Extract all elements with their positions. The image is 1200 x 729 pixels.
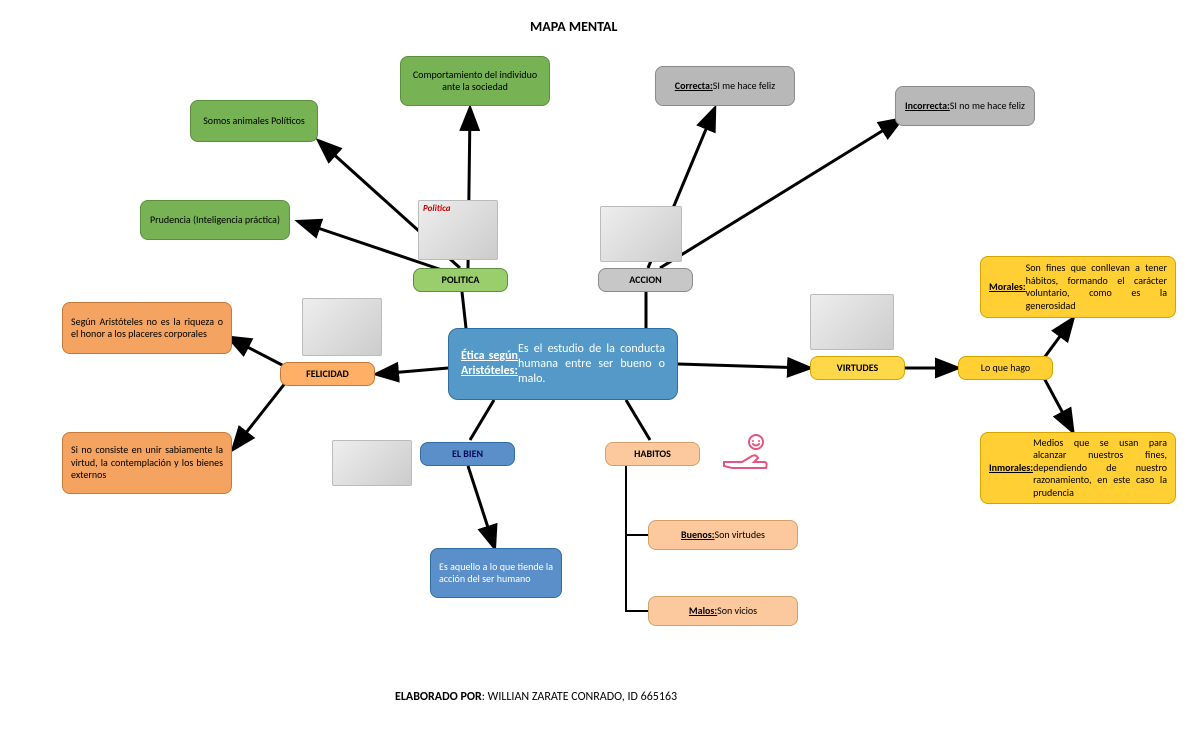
node-politica: POLITICA	[413, 268, 508, 292]
node-virtudes: VIRTUDES	[810, 356, 905, 380]
clipart-img-politica: Politica	[418, 200, 498, 260]
footer-text: : WILLIAN ZARATE CONRADO, ID 665163	[482, 690, 677, 704]
node-segun: Según Aristóteles no es la riqueza o el …	[62, 302, 232, 354]
page-footer: ELABORADO POR: WILLIAN ZARATE CONRADO, I…	[395, 690, 677, 704]
clipart-img-virtudes	[810, 294, 894, 350]
node-accion: ACCION	[598, 268, 693, 292]
node-loquehago: Lo que hago	[958, 356, 1053, 380]
node-elbien: EL BIEN	[420, 442, 515, 466]
node-inmorales: Inmorales: Medios que se usan para alcan…	[980, 432, 1176, 504]
clipart-img-felicidad	[302, 298, 382, 356]
node-buenos: Buenos: Son virtudes	[648, 520, 798, 550]
node-main: Ética según Aristóteles: Es el estudio d…	[448, 328, 678, 400]
node-somos: Somos animales Políticos	[190, 100, 318, 142]
node-incorrecta: Incorrecta: SI no me hace feliz	[895, 86, 1035, 126]
node-prudencia: Prudencia (Inteligencia práctica)	[140, 200, 290, 240]
node-elbien2: Es aquello a lo que tiende la acción del…	[430, 548, 562, 598]
footer-prefix: ELABORADO POR	[395, 690, 482, 704]
node-comport: Comportamiento del individuo ante la soc…	[400, 56, 550, 106]
node-malos: Malos: Son vicios	[648, 596, 798, 626]
node-morales: Morales: Son fines que conllevan a tener…	[980, 256, 1176, 318]
mindmap-stage: MAPA MENTAL ELABORADO POR: WILLIAN ZARAT…	[0, 0, 1200, 729]
hand-smile-icon	[718, 432, 774, 472]
node-habitos: HABITOS	[605, 442, 700, 466]
clipart-img-accion	[600, 206, 682, 262]
node-felicidad: FELICIDAD	[280, 362, 375, 386]
clipart-label: Politica	[423, 203, 450, 214]
node-correcta: Correcta: SI me hace feliz	[655, 66, 795, 106]
node-sino: Si no consiste en unir sabiamente la vir…	[62, 432, 232, 494]
page-title: MAPA MENTAL	[530, 18, 617, 35]
clipart-img-elbien	[332, 440, 412, 486]
